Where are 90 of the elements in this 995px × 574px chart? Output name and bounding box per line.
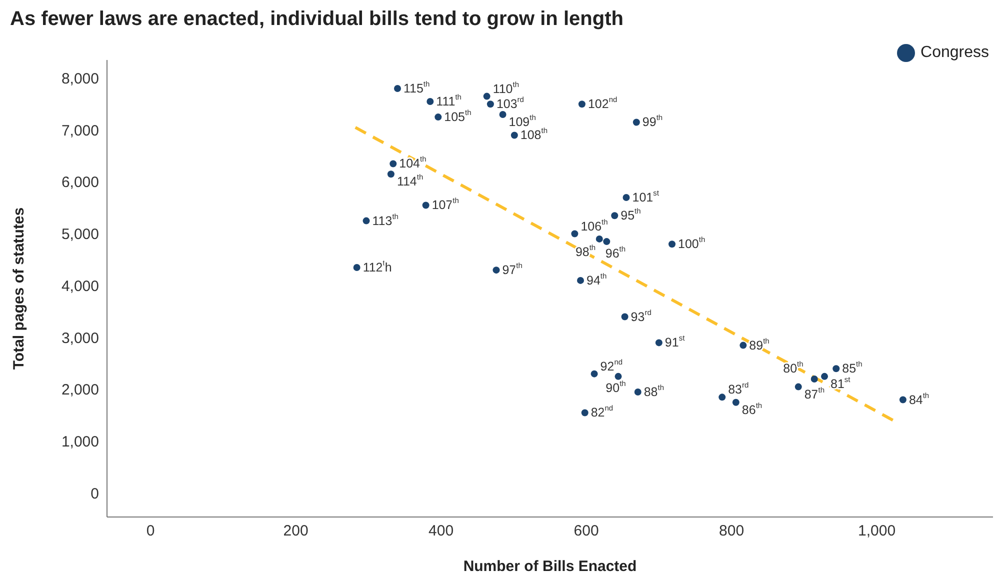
- point: [510, 132, 518, 139]
- annotation: 109$^{th}$: [508, 112, 536, 129]
- point: [578, 100, 586, 108]
- annotation: 92$^{nd}$: [600, 357, 623, 374]
- point: [732, 398, 740, 406]
- x-tick-label: 800: [719, 522, 744, 540]
- annotation: 102$^{nd}$: [588, 95, 618, 112]
- point: [390, 160, 397, 168]
- annotation: 91$^{st}$: [664, 334, 686, 350]
- point: [571, 230, 578, 238]
- annotation: 80$^{th}$: [783, 360, 804, 376]
- x-tick-label: 400: [428, 522, 454, 540]
- annotation: 115$^{th}$: [403, 80, 430, 96]
- annotation: 98$^{th}$: [575, 243, 596, 260]
- annotation: 107$^{th}$: [432, 196, 459, 212]
- point: [499, 110, 506, 118]
- annotation: 113$^{th}$: [372, 212, 398, 228]
- chart-title: As fewer laws are enacted, individual bills tend to grow in length: [9, 8, 624, 32]
- point: [483, 92, 490, 100]
- annotation: 95$^{th}$: [620, 206, 641, 223]
- point: [581, 409, 588, 416]
- x-axis-title: Number of Bills Enacted: [463, 558, 637, 574]
- annotation: 101$^{st}$: [632, 188, 660, 204]
- point: [486, 100, 494, 108]
- annotation: 108$^{th}$: [520, 126, 548, 142]
- legend-label: Congress: [920, 44, 989, 62]
- point: [590, 370, 598, 378]
- point: [387, 170, 394, 178]
- annotation: 89$^{th}$: [749, 336, 770, 352]
- y-tick-label: 2,000: [61, 382, 99, 399]
- annotation: 114$^{th}$: [396, 172, 424, 189]
- point: [718, 394, 726, 401]
- x-tick-label: 600: [574, 522, 599, 540]
- x-tick-label: 0: [146, 522, 155, 540]
- x-tick-label: 200: [283, 522, 308, 540]
- point: [603, 238, 610, 246]
- annotation: 99$^{th}$: [642, 113, 663, 130]
- point: [794, 383, 802, 390]
- annotation: 81$^{st}$: [830, 374, 852, 391]
- point: [621, 313, 628, 320]
- annotation: 93$^{rd}$: [630, 308, 652, 324]
- point: [434, 114, 442, 121]
- annotation: 82$^{nd}$: [590, 404, 614, 420]
- annotation: 110$^{th}$: [492, 80, 520, 96]
- y-axis-title: Total pages of statutes: [10, 207, 28, 370]
- point: [614, 372, 622, 380]
- annotation: 96$^{th}$: [605, 244, 626, 260]
- annotation: 86$^{th}$: [742, 400, 762, 417]
- y-tick-label: 3,000: [61, 330, 99, 347]
- annotation: 105$^{th}$: [444, 108, 472, 124]
- point: [394, 85, 401, 92]
- annotation: 106$^{th}$: [580, 217, 608, 234]
- point: [810, 376, 818, 383]
- annotation: 97$^{th}$: [502, 261, 522, 278]
- annotation: 88$^{th}$: [644, 382, 664, 399]
- annotation: 83$^{rd}$: [728, 380, 749, 397]
- y-tick-label: 0: [90, 485, 99, 502]
- point: [832, 365, 840, 372]
- annotation: 100$^{th}$: [678, 235, 706, 252]
- point: [632, 118, 640, 126]
- point: [362, 217, 370, 224]
- y-tick-label: 5,000: [61, 226, 99, 244]
- annotation: 90$^{th}$: [606, 378, 626, 395]
- point: [426, 98, 434, 105]
- annotation: 85$^{th}$: [842, 360, 862, 376]
- x-tick-label: 1,000: [858, 522, 896, 540]
- point: [422, 202, 430, 209]
- point: [577, 276, 584, 284]
- point: [622, 194, 630, 201]
- annotation: 87$^{th}$: [804, 385, 825, 402]
- y-tick-label: 4,000: [61, 278, 99, 295]
- y-tick-label: 1,000: [61, 434, 99, 451]
- point: [634, 388, 642, 396]
- annotation: 103$^{rd}$: [496, 95, 524, 112]
- annotation: 104$^{th}$: [399, 154, 426, 171]
- y-tick-label: 6,000: [61, 174, 99, 192]
- point: [668, 240, 676, 248]
- annotation: 94$^{th}$: [586, 271, 607, 288]
- y-tick-label: 8,000: [61, 70, 99, 88]
- point: [899, 396, 906, 404]
- y-tick-label: 7,000: [61, 122, 99, 140]
- annotation: 84$^{th}$: [908, 390, 930, 407]
- point: [655, 339, 662, 346]
- point: [740, 342, 747, 349]
- point: [492, 266, 500, 274]
- point: [611, 212, 618, 220]
- point: [353, 264, 360, 271]
- point: [821, 372, 828, 380]
- point: [596, 235, 603, 242]
- annotation: 111$^{th}$: [436, 92, 462, 108]
